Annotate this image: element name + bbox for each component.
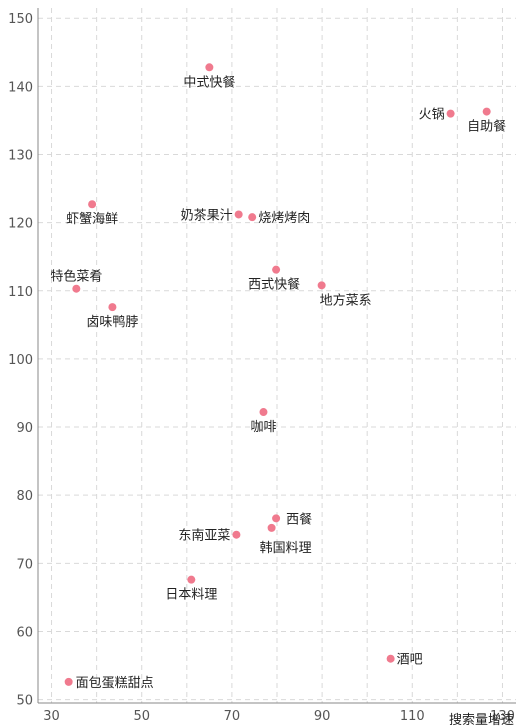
data-points bbox=[64, 63, 491, 686]
grid-lines bbox=[38, 8, 516, 703]
x-tick-labels: 30 50 70 90 110 130 bbox=[43, 709, 515, 724]
scatter-point bbox=[64, 677, 73, 686]
scatter-point bbox=[446, 109, 455, 118]
point-label: 奶茶果汁 bbox=[181, 207, 233, 223]
scatter-point bbox=[317, 281, 326, 290]
scatter-point bbox=[72, 284, 81, 293]
y-tick-label: 100 bbox=[8, 353, 33, 368]
point-label: 卤味鸭脖 bbox=[86, 314, 138, 330]
scatter-point bbox=[108, 303, 117, 312]
scatter-point bbox=[205, 63, 214, 72]
point-label: 面包蛋糕甜点 bbox=[76, 675, 154, 691]
axes bbox=[37, 8, 516, 704]
scatter-point bbox=[386, 654, 395, 663]
y-tick-label: 80 bbox=[16, 489, 33, 504]
point-label: 地方菜系 bbox=[320, 292, 372, 308]
scatter-point bbox=[234, 210, 243, 219]
point-label: 韩国料理 bbox=[260, 541, 312, 556]
point-label: 日本料理 bbox=[165, 588, 217, 603]
x-tick-label: 70 bbox=[224, 709, 241, 724]
scatter-point bbox=[88, 200, 97, 209]
y-tick-label: 150 bbox=[8, 12, 33, 27]
point-label: 火锅 bbox=[419, 107, 445, 123]
scatter-point bbox=[272, 514, 281, 523]
point-label: 酒吧 bbox=[397, 653, 423, 668]
scatter-point bbox=[267, 523, 276, 532]
point-label: 西式快餐 bbox=[248, 277, 300, 293]
y-tick-label: 70 bbox=[16, 557, 33, 572]
point-label: 东南亚菜 bbox=[178, 528, 230, 544]
point-label: 西餐 bbox=[286, 511, 312, 527]
point-label: 虾蟹海鲜 bbox=[66, 212, 118, 227]
x-tick-label: 130 bbox=[490, 709, 515, 724]
point-label: 特色菜肴 bbox=[50, 269, 102, 285]
y-tick-label: 90 bbox=[16, 421, 33, 436]
x-tick-label: 90 bbox=[314, 709, 331, 724]
scatter-point bbox=[232, 530, 241, 539]
y-tick-label: 130 bbox=[8, 148, 33, 163]
y-tick-label: 60 bbox=[16, 625, 33, 640]
y-tick-label: 50 bbox=[16, 694, 33, 709]
x-tick-label: 30 bbox=[43, 709, 60, 724]
y-tick-labels: 50 60 70 80 90 100 110 120 130 140 150 bbox=[8, 12, 33, 708]
scatter-point bbox=[248, 213, 257, 222]
x-tick-label: 50 bbox=[133, 709, 150, 724]
y-tick-label: 140 bbox=[8, 80, 33, 95]
point-label: 自助餐 bbox=[467, 119, 506, 135]
point-label: 咖啡 bbox=[250, 420, 276, 435]
x-axis-label: 搜索量增速 bbox=[449, 713, 514, 728]
y-tick-label: 120 bbox=[8, 217, 33, 232]
point-label: 烧烤烤肉 bbox=[258, 211, 310, 226]
x-tick-label: 110 bbox=[400, 709, 425, 724]
point-label: 中式快餐 bbox=[183, 74, 235, 90]
scatter-point bbox=[482, 107, 491, 116]
scatter-point bbox=[259, 408, 268, 417]
scatter-point bbox=[272, 265, 281, 274]
scatter-point bbox=[187, 575, 196, 584]
y-tick-label: 110 bbox=[8, 285, 33, 300]
